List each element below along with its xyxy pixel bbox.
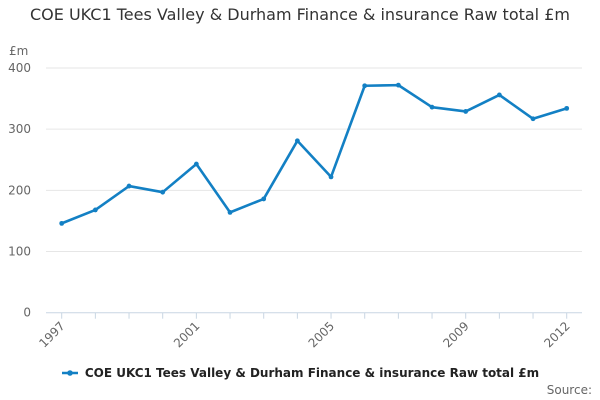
y-tick-label: 200 — [8, 183, 31, 197]
data-point-marker[interactable] — [227, 209, 233, 215]
chart-title: COE UKC1 Tees Valley & Durham Finance & … — [30, 5, 570, 24]
data-point-marker[interactable] — [429, 104, 435, 110]
y-axis-labels: 0 100 200 300 400 — [8, 61, 31, 320]
legend: COE UKC1 Tees Valley & Durham Finance & … — [0, 366, 600, 380]
legend-item-label: COE UKC1 Tees Valley & Durham Finance & … — [84, 366, 540, 380]
y-tick-label: 300 — [8, 122, 31, 136]
data-point-marker[interactable] — [261, 196, 267, 202]
x-axis-labels: 1997 2001 2005 2009 2012 — [36, 319, 573, 350]
data-point-marker[interactable] — [496, 92, 502, 98]
data-point-marker[interactable] — [395, 82, 401, 88]
data-point-marker[interactable] — [463, 109, 469, 114]
x-tick-label: 2009 — [440, 319, 471, 350]
data-point-marker[interactable] — [193, 161, 199, 167]
data-point-marker[interactable] — [59, 220, 65, 226]
data-point-marker[interactable] — [530, 116, 536, 122]
data-point-marker[interactable] — [362, 83, 368, 89]
data-point-marker[interactable] — [160, 189, 166, 195]
data-point-marker[interactable] — [294, 138, 300, 144]
y-tick-label: 400 — [8, 61, 31, 75]
x-axis-ticks — [61, 312, 568, 319]
legend-line-marker-icon — [61, 370, 78, 376]
data-point-marker[interactable] — [328, 174, 334, 180]
gridlines — [46, 67, 582, 314]
source-label: Source: — [546, 383, 592, 397]
x-tick-label: 2005 — [306, 319, 337, 350]
y-axis-unit-label: £m — [9, 44, 28, 58]
series-group — [59, 82, 570, 226]
data-point-marker[interactable] — [126, 183, 132, 189]
data-point-marker[interactable] — [92, 207, 98, 213]
x-tick-label: 2001 — [171, 319, 202, 350]
series-line — [60, 83, 569, 225]
legend-item[interactable]: COE UKC1 Tees Valley & Durham Finance & … — [61, 366, 539, 380]
x-tick-label: 1997 — [36, 319, 67, 350]
y-tick-label: 100 — [8, 245, 31, 259]
y-tick-label: 0 — [23, 306, 31, 320]
data-point-marker[interactable] — [564, 105, 570, 111]
x-tick-label: 2012 — [541, 319, 572, 350]
